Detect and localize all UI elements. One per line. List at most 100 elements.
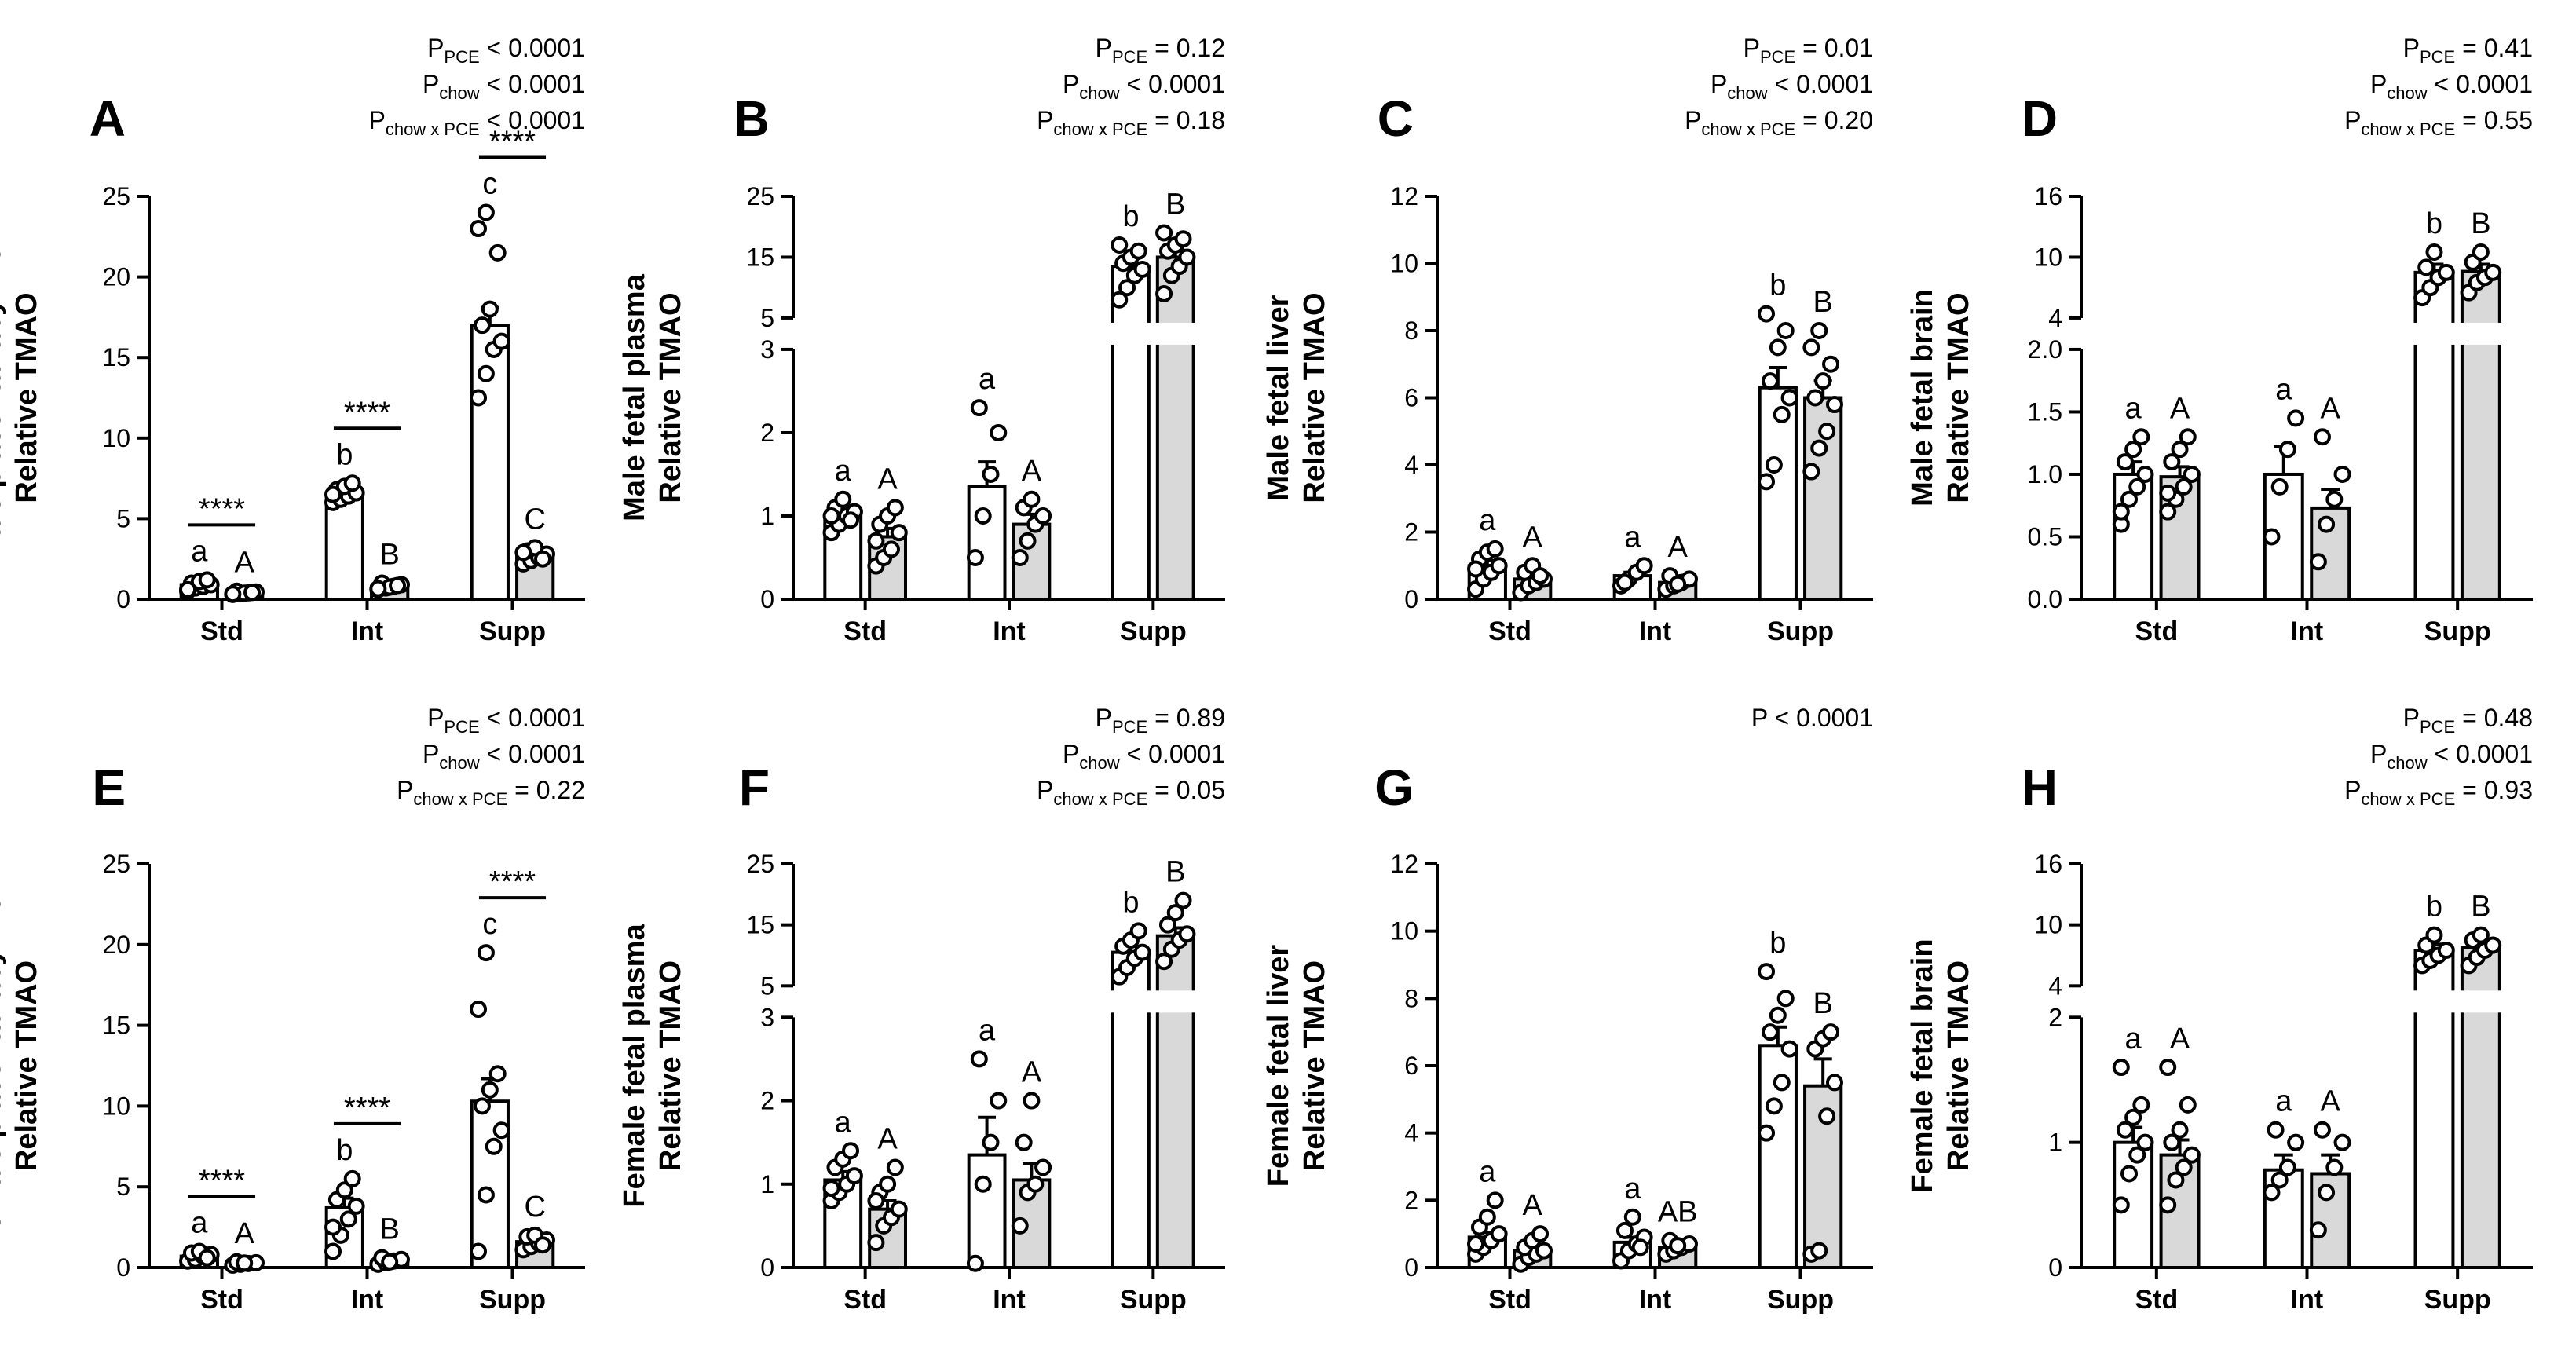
stat-line: Pchow x PCE = 0.22: [397, 776, 585, 809]
x-tick-label: Std: [200, 616, 243, 646]
x-tick-label: Supp: [2424, 616, 2491, 646]
data-point: [534, 1236, 552, 1254]
data-point: [243, 584, 262, 602]
x-tick-label: Std: [843, 1285, 887, 1315]
stat-subscript: chow x PCE: [1701, 119, 1795, 139]
bar-group: A: [2309, 392, 2351, 601]
data-point: [1178, 925, 1196, 943]
bar-group: a: [2112, 1023, 2154, 1270]
group-letter: c: [482, 908, 497, 941]
y-tick-label: 15: [746, 911, 774, 939]
y-tick-label: 10: [2034, 243, 2062, 271]
y-tick-label: 4: [1404, 451, 1418, 479]
data-point: [1818, 423, 1836, 441]
axis-break-gap: [1108, 990, 1154, 1013]
axis-break-gap: [2457, 322, 2505, 345]
data-point: [2267, 1121, 2285, 1139]
data-point: [2437, 263, 2455, 281]
data-point: [2136, 1133, 2154, 1151]
bar-group: B: [1802, 987, 1843, 1269]
panel-letter: D: [2022, 90, 2058, 147]
data-point: [2417, 258, 2435, 276]
data-point: [2287, 1133, 2305, 1151]
data-point: [2167, 1171, 2185, 1189]
data-point: [2171, 1121, 2189, 1139]
bar-group: A: [1011, 1056, 1052, 1270]
data-point: [2318, 1184, 2336, 1202]
y-tick-label: 5: [116, 1173, 130, 1201]
group-letter: AB: [1658, 1196, 1698, 1229]
data-point: [2171, 441, 2189, 459]
group-letter: B: [2471, 891, 2490, 924]
axis-break-gap: [1108, 322, 1154, 345]
data-point: [1111, 236, 1129, 254]
axis-break-gap: [2457, 990, 2505, 1013]
stat-subscript: PCE: [1112, 47, 1147, 67]
y-axis-label-line: Relative TMAO: [1942, 960, 1975, 1171]
data-point: [481, 300, 499, 318]
y-axis-label-line: Female fetal liver: [1262, 945, 1295, 1187]
data-point: [224, 585, 242, 603]
stat-p: P: [2370, 70, 2387, 98]
data-point: [1631, 1238, 1649, 1257]
data-point: [1174, 891, 1192, 909]
data-point: [1015, 1133, 1033, 1151]
stat-line: Pchow x PCE = 0.20: [1685, 106, 1873, 139]
x-tick-label: Supp: [479, 1285, 546, 1315]
data-point: [1822, 355, 1840, 373]
group-letter: A: [1022, 455, 1042, 488]
panel-letter: A: [90, 90, 126, 147]
data-point: [179, 580, 197, 598]
bar-group: a: [822, 455, 863, 601]
bar-group: b: [1758, 927, 1798, 1270]
sig-stars: ****: [344, 396, 390, 429]
stat-line: PPCE = 0.41: [2403, 34, 2533, 67]
group-letter: a: [2125, 1023, 2142, 1055]
data-point: [492, 332, 510, 350]
panel-letter: B: [734, 90, 770, 147]
data-point: [1486, 1191, 1504, 1209]
data-point: [1535, 1242, 1553, 1260]
data-point: [2132, 428, 2150, 446]
data-point: [1776, 990, 1795, 1008]
group-letter: a: [835, 455, 852, 488]
data-point: [2425, 243, 2443, 262]
stat-value: < 0.0001: [480, 740, 585, 768]
stat-value: < 0.0001: [2428, 70, 2533, 98]
bar-group: A: [867, 463, 908, 601]
y-tick-label: 1.5: [2028, 397, 2062, 426]
data-point: [1810, 1242, 1828, 1260]
y-axis-label-line: Relative TMAO: [1942, 292, 1975, 503]
y-axis-label-line: Relative TMAO: [654, 960, 687, 1171]
y-tick-label: 3: [760, 335, 774, 364]
y-axis-label-line: Male placenta labyrinth: [0, 232, 7, 562]
group-letter: B: [1165, 856, 1185, 889]
data-point: [470, 1242, 488, 1260]
y-axis-label: Female fetal liver Relative TMAO: [1262, 945, 1331, 1187]
bar-group: B: [369, 1213, 410, 1273]
group-letter: A: [877, 463, 898, 496]
data-point: [1133, 943, 1151, 961]
y-tick-label: 25: [102, 182, 130, 210]
panel-letter: H: [2022, 759, 2058, 816]
data-point: [2484, 263, 2502, 281]
data-point: [2183, 465, 2201, 483]
stat-p: P: [1711, 70, 1727, 98]
group-letter: B: [1813, 987, 1832, 1020]
data-point: [1023, 490, 1041, 508]
data-point: [982, 1133, 1000, 1151]
data-point: [1011, 1216, 1029, 1235]
y-tick-label: 0.5: [2028, 522, 2062, 551]
y-tick-label: 20: [102, 263, 130, 291]
group-letter: B: [379, 1213, 399, 1246]
x-tick-label: Std: [2135, 1285, 2178, 1315]
y-tick-label: 0: [760, 1253, 774, 1282]
data-point: [1174, 230, 1192, 248]
y-tick-label: 0: [116, 585, 130, 613]
x-tick-label: Supp: [1120, 1285, 1187, 1315]
bar-group: a: [1612, 521, 1653, 602]
stat-line: Pchow < 0.0001: [423, 740, 585, 773]
stat-line: PPCE < 0.0001: [427, 34, 585, 67]
y-tick-label: 0: [1404, 1253, 1418, 1282]
